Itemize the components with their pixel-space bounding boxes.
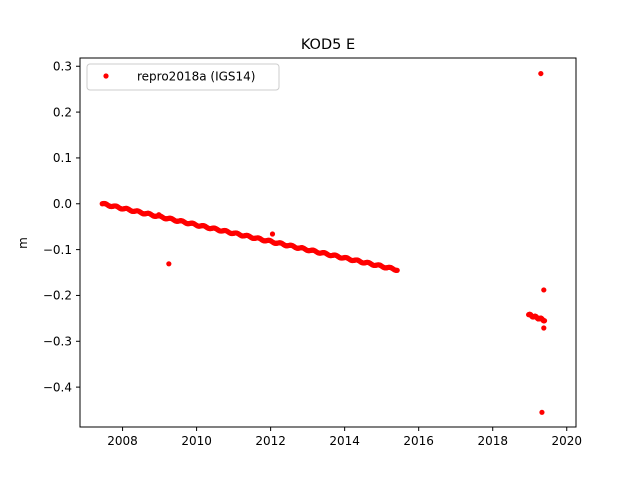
x-tick-label: 2012 — [255, 434, 286, 448]
y-tick-label: 0.1 — [53, 151, 72, 165]
data-point — [541, 325, 547, 331]
x-tick-label: 2010 — [181, 434, 212, 448]
y-tick-label: −0.2 — [43, 289, 72, 303]
y-tick-label: 0.2 — [53, 105, 72, 119]
data-point — [541, 318, 548, 324]
x-tick-label: 2014 — [329, 434, 360, 448]
y-tick-label: −0.1 — [43, 243, 72, 257]
x-tick-label: 2008 — [107, 434, 138, 448]
plot-frame — [79, 57, 577, 428]
legend: repro2018a (IGS14) — [86, 63, 280, 91]
y-axis-ticks: 0.3 0.2 0.1 0.0 −0.1 −0.2 −0.3 −0.4 — [43, 60, 80, 394]
y-tick-label: 0.0 — [53, 197, 72, 211]
data-point — [156, 212, 162, 218]
data-point — [394, 267, 400, 273]
legend-box — [86, 63, 280, 91]
plot-points — [99, 70, 548, 415]
x-axis-ticks: 2008 2010 2012 2014 2016 2018 2020 — [107, 427, 582, 448]
x-tick-label: 2018 — [477, 434, 508, 448]
chart-title: KOD5 E — [301, 37, 355, 53]
data-point — [539, 409, 545, 415]
y-axis-label: m — [16, 237, 30, 249]
x-tick-label: 2020 — [551, 434, 582, 448]
data-point — [269, 231, 276, 237]
data-point — [166, 261, 172, 267]
data-point — [541, 287, 547, 293]
legend-label: repro2018a (IGS14) — [137, 70, 255, 84]
x-tick-label: 2016 — [403, 434, 434, 448]
legend-marker — [103, 73, 109, 79]
y-tick-label: 0.3 — [53, 60, 72, 74]
y-tick-label: −0.4 — [43, 380, 72, 394]
y-tick-label: −0.3 — [43, 335, 72, 349]
data-point — [538, 70, 544, 77]
